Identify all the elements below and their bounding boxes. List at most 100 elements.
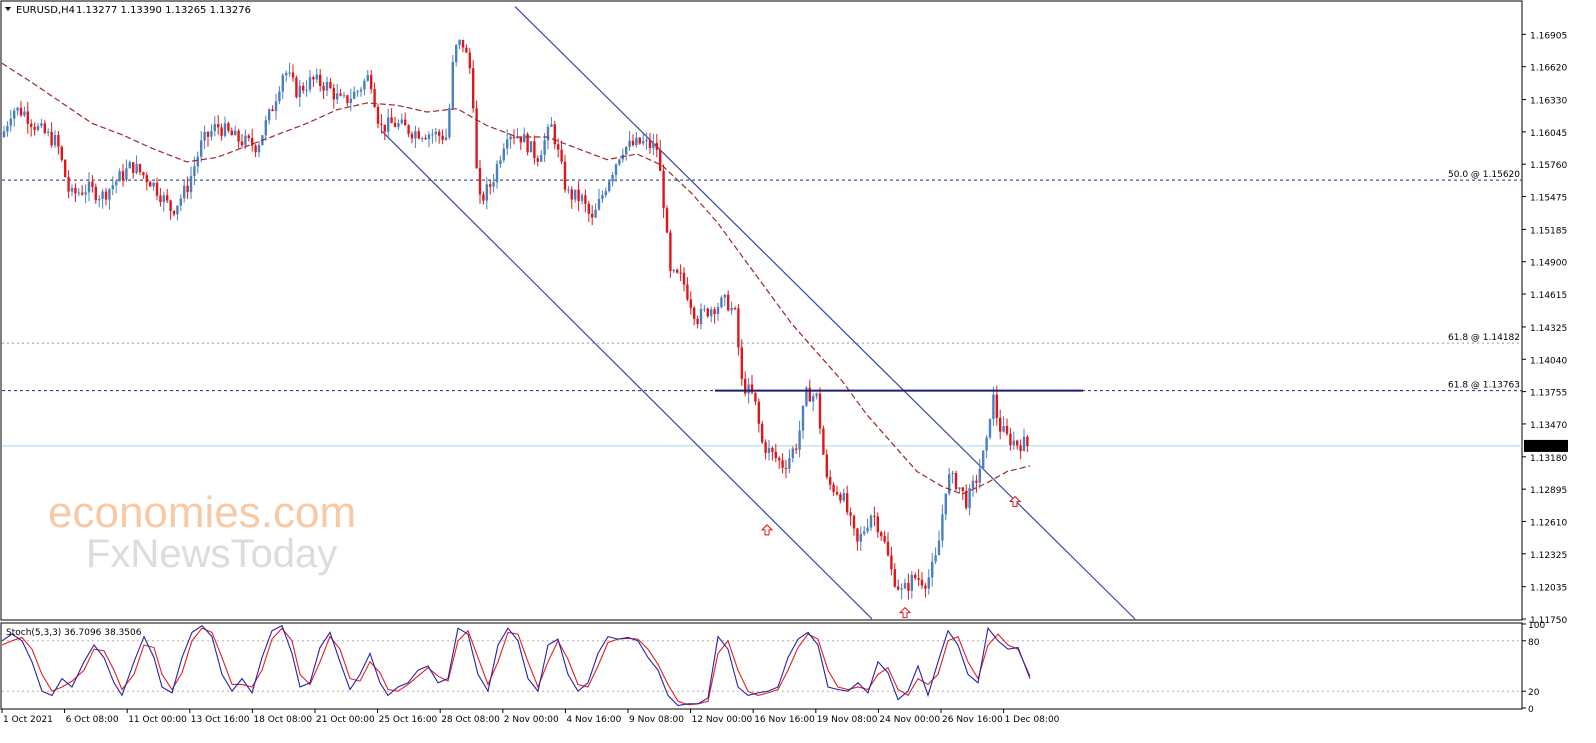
candle-body — [142, 172, 145, 176]
time-tick-label: 4 Nov 16:00 — [566, 715, 621, 725]
stoch-tick-label: 100 — [1528, 621, 1545, 631]
candle-body — [635, 137, 638, 146]
chevron-down-icon[interactable] — [5, 7, 11, 11]
candle-body — [798, 430, 801, 450]
price-tick-label: 1.11750 — [1530, 616, 1567, 626]
price-tick-label: 1.13470 — [1530, 421, 1567, 431]
candle-body — [842, 493, 845, 501]
candle-body — [271, 109, 274, 112]
candle-body — [502, 148, 505, 161]
candle-body — [489, 184, 492, 187]
candle-body — [788, 457, 791, 469]
channel-lower-line — [381, 130, 873, 620]
candle-body — [1016, 440, 1019, 446]
candle-body — [257, 145, 261, 153]
candle-body — [764, 442, 767, 453]
candle-body — [53, 135, 57, 146]
up-arrow-icon — [1008, 495, 1022, 508]
watermark-fxnewstoday: FxNewsToday — [86, 532, 337, 576]
price-tick-label: 1.15475 — [1530, 194, 1567, 204]
candle-body — [196, 156, 199, 167]
stochastic-oscillator — [1, 624, 1522, 707]
candle-body — [305, 89, 308, 91]
time-tick-label: 1 Oct 2021 — [3, 715, 53, 725]
price-tick-label: 1.14615 — [1530, 291, 1567, 301]
candle-body — [859, 533, 862, 542]
candle-body — [397, 123, 400, 127]
candle-body — [1002, 426, 1005, 432]
candle-body — [676, 269, 679, 273]
candle-body — [468, 52, 471, 69]
candle-body — [778, 458, 781, 461]
candle-body — [104, 191, 108, 200]
candle-body — [903, 582, 907, 589]
candle-body — [441, 135, 444, 140]
candle-body — [529, 141, 533, 153]
candle-body — [227, 123, 230, 131]
candle-body — [883, 536, 886, 542]
candle-body — [458, 39, 461, 46]
candle-body — [591, 213, 594, 218]
time-tick-label: 26 Nov 16:00 — [942, 715, 1003, 725]
candle-body — [757, 401, 760, 424]
fib-level-label: 61.8 @ 1.13763 — [1448, 381, 1520, 391]
symbol-label: EURUSD,H4 — [16, 5, 75, 16]
candle-body — [873, 515, 876, 517]
candle-body — [604, 191, 607, 195]
candle-body — [611, 174, 614, 182]
current-price-label: 1.13276 — [1528, 443, 1565, 453]
candle-body — [91, 181, 94, 187]
stoch-tick-label: 80 — [1528, 638, 1540, 648]
candle-body — [36, 125, 40, 130]
candle-body — [978, 468, 981, 483]
time-tick-label: 25 Oct 16:00 — [379, 715, 438, 725]
candle-body — [747, 384, 750, 394]
signal-arrows — [760, 495, 1022, 619]
candle-body — [699, 309, 703, 325]
candle-body — [322, 85, 325, 91]
moving-average — [1, 62, 1031, 495]
candle-body — [128, 162, 131, 169]
candle-body — [614, 164, 618, 175]
candle-body — [74, 187, 77, 194]
candle-body — [665, 208, 669, 233]
candle-body — [733, 307, 737, 309]
candle-body — [557, 144, 560, 150]
candle-body — [363, 80, 366, 90]
candle-body — [723, 294, 726, 298]
time-tick-label: 21 Oct 00:00 — [316, 715, 375, 725]
candle-body — [761, 423, 764, 443]
candle-body — [223, 123, 227, 136]
candle-body — [740, 347, 743, 379]
candle-body — [77, 192, 80, 194]
candle-body — [465, 47, 468, 53]
price-tick-label: 1.16620 — [1530, 64, 1567, 74]
fib-level-label: 61.8 @ 1.14182 — [1448, 333, 1520, 343]
candle-body — [716, 307, 720, 314]
candle-body — [387, 117, 390, 132]
candle-body — [400, 119, 403, 124]
candle-body — [376, 106, 380, 124]
candle-body — [132, 162, 135, 173]
candle-body — [801, 405, 805, 431]
candle-body — [336, 93, 339, 100]
candle-body — [162, 195, 165, 203]
candle-body — [563, 161, 567, 190]
candle-body — [1005, 426, 1009, 434]
candle-body — [298, 85, 301, 98]
candle-body — [319, 74, 322, 86]
candle-body — [81, 192, 84, 195]
candle-body — [754, 392, 757, 402]
candle-body — [404, 119, 407, 126]
candle-body — [281, 75, 284, 92]
candle-body — [495, 163, 499, 183]
candle-body — [302, 85, 305, 91]
candle-body — [417, 131, 420, 139]
candle-body — [900, 588, 903, 590]
candle-body — [138, 163, 142, 173]
candle-body — [234, 130, 237, 136]
candle-body — [713, 309, 716, 314]
candle-body — [693, 307, 696, 319]
candle-body — [60, 146, 63, 160]
